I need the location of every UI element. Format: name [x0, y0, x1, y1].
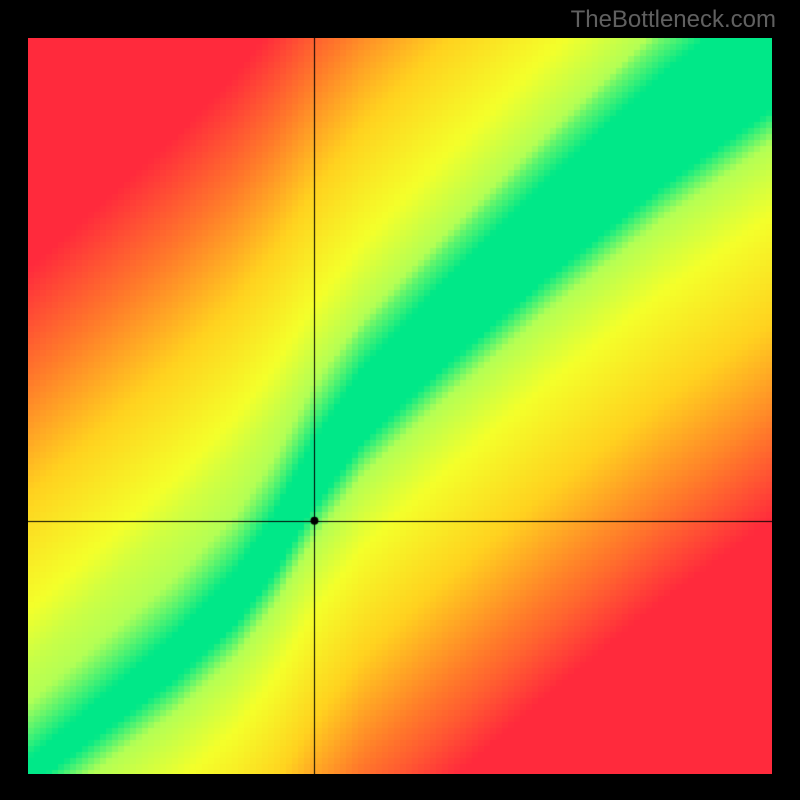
chart-container: TheBottleneck.com [0, 0, 800, 800]
bottleneck-heatmap [28, 38, 772, 774]
watermark-text: TheBottleneck.com [571, 6, 776, 34]
